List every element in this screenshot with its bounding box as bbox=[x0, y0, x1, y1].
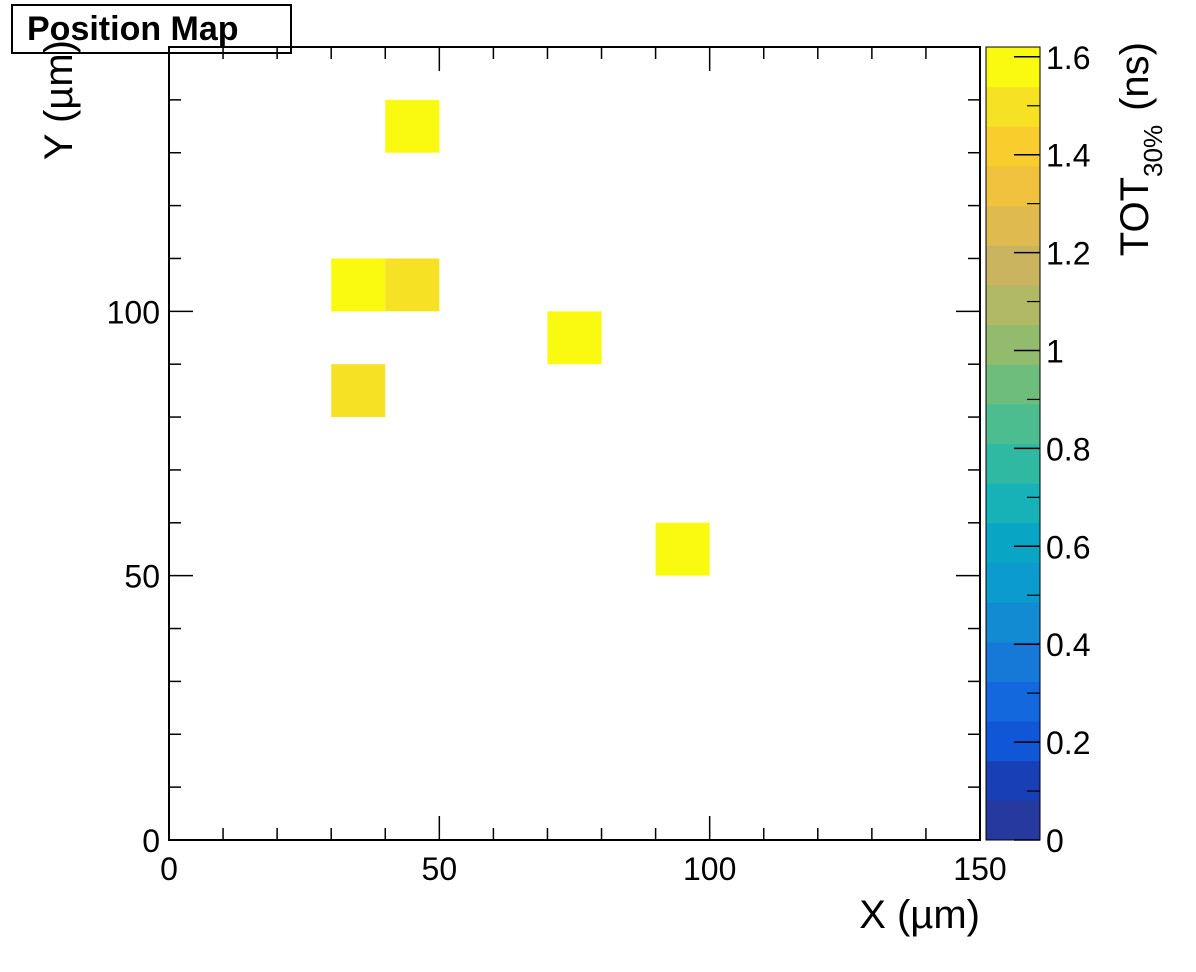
x-tick-label: 150 bbox=[953, 851, 1006, 887]
y-tick-label: 100 bbox=[107, 294, 160, 330]
colorbar-segment bbox=[986, 86, 1040, 127]
heatmap-cell bbox=[547, 311, 602, 365]
colorbar-segment bbox=[986, 284, 1040, 326]
x-axis-ticks: 0 50 100 150 bbox=[160, 47, 1007, 887]
heatmap-cell bbox=[385, 258, 440, 312]
plot-frame bbox=[168, 46, 981, 841]
y-tick-label: 0 bbox=[142, 823, 160, 859]
colorbar-segment bbox=[986, 205, 1040, 246]
colorbar-segment bbox=[986, 522, 1040, 563]
colorbar-tick-label: 1 bbox=[1046, 333, 1064, 369]
colorbar-tick-label: 0.4 bbox=[1046, 627, 1090, 663]
x-tick-label: 50 bbox=[422, 851, 458, 887]
colorbar-segment bbox=[986, 483, 1040, 524]
colorbar-label-sub: 30% bbox=[1138, 125, 1168, 177]
colorbar-segment bbox=[986, 800, 1040, 841]
plot-border bbox=[168, 46, 981, 841]
colorbar-tick-label: 0.2 bbox=[1046, 725, 1090, 761]
colorbar-tick-label: 1.2 bbox=[1046, 236, 1090, 272]
colorbar-segment bbox=[986, 126, 1040, 167]
chart-title: Position Map bbox=[11, 4, 292, 54]
x-axis-label: X (µm) bbox=[859, 893, 980, 937]
colorbar-tick-label: 1.6 bbox=[1046, 40, 1090, 76]
colorbar-tick-label: 1.4 bbox=[1046, 138, 1090, 174]
x-tick-label: 0 bbox=[160, 851, 178, 887]
colorbar-segment bbox=[986, 681, 1040, 722]
heatmap-cell bbox=[331, 364, 386, 418]
heatmap-cell bbox=[385, 99, 440, 153]
colorbar-segment bbox=[986, 602, 1040, 643]
colorbar-tick-label: 0.8 bbox=[1046, 431, 1090, 467]
colorbar-ticks: 0 0.2 0.4 0.6 0.8 1 1.2 1.4 1.6 bbox=[1014, 40, 1090, 859]
heatmap-cells bbox=[331, 99, 710, 576]
colorbar-segment bbox=[986, 760, 1040, 801]
colorbar-segment bbox=[986, 165, 1040, 207]
colorbar-segment bbox=[986, 245, 1040, 286]
colorbar-label-main: TOT bbox=[1113, 177, 1157, 256]
colorbar-segment bbox=[986, 364, 1040, 405]
colorbar-label: TOT30% (ns) bbox=[1113, 42, 1168, 256]
colorbar-segment bbox=[986, 562, 1040, 603]
colorbar bbox=[985, 46, 1041, 841]
colorbar-segment bbox=[986, 403, 1040, 444]
colorbar-segment bbox=[986, 324, 1040, 365]
heatmap-cell bbox=[331, 258, 386, 312]
colorbar-segment bbox=[986, 47, 1040, 88]
y-axis-ticks: 0 50 100 bbox=[107, 46, 980, 859]
colorbar-border bbox=[985, 46, 1041, 841]
colorbar-segment bbox=[986, 641, 1040, 682]
y-tick-label: 50 bbox=[124, 559, 160, 595]
colorbar-tick-label: 0 bbox=[1046, 823, 1064, 859]
heatmap-cell bbox=[655, 522, 710, 576]
y-axis-label: Y (µm) bbox=[37, 40, 81, 160]
colorbar-segment bbox=[986, 721, 1040, 762]
colorbar-tick-label: 0.6 bbox=[1046, 529, 1090, 565]
x-tick-label: 100 bbox=[683, 851, 736, 887]
colorbar-label-unit: (ns) bbox=[1113, 42, 1157, 111]
colorbar-segment bbox=[986, 443, 1040, 484]
